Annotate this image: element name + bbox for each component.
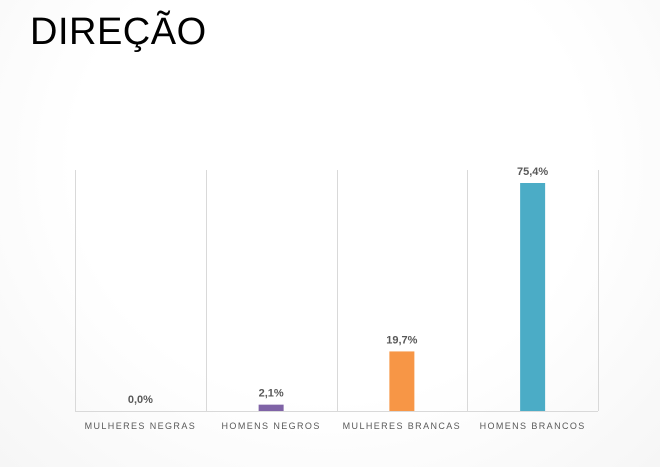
data-label: 0,0% — [128, 394, 153, 406]
data-label: 19,7% — [386, 334, 417, 346]
category-label: MULHERES BRANCAS — [343, 421, 461, 431]
category-label: HOMENS BRANCOS — [480, 421, 586, 431]
bar-homens-negros — [258, 404, 284, 411]
slide-title: DIREÇÃO — [30, 11, 207, 53]
bar-homens-brancos — [520, 183, 546, 411]
data-label: 2,1% — [259, 388, 284, 400]
bar-mulheres-brancas — [389, 351, 415, 411]
category-label: HOMENS NEGROS — [222, 421, 321, 431]
chart-data-labels: 0,0% 2,1% 19,7% 75,4% — [128, 166, 549, 406]
chart-bars — [258, 183, 546, 411]
category-label: MULHERES NEGRAS — [85, 421, 197, 431]
data-label: 75,4% — [517, 166, 548, 178]
chart-category-labels: MULHERES NEGRAS HOMENS NEGROS MULHERES BRA… — [85, 421, 586, 431]
chart-gridlines — [75, 170, 599, 412]
